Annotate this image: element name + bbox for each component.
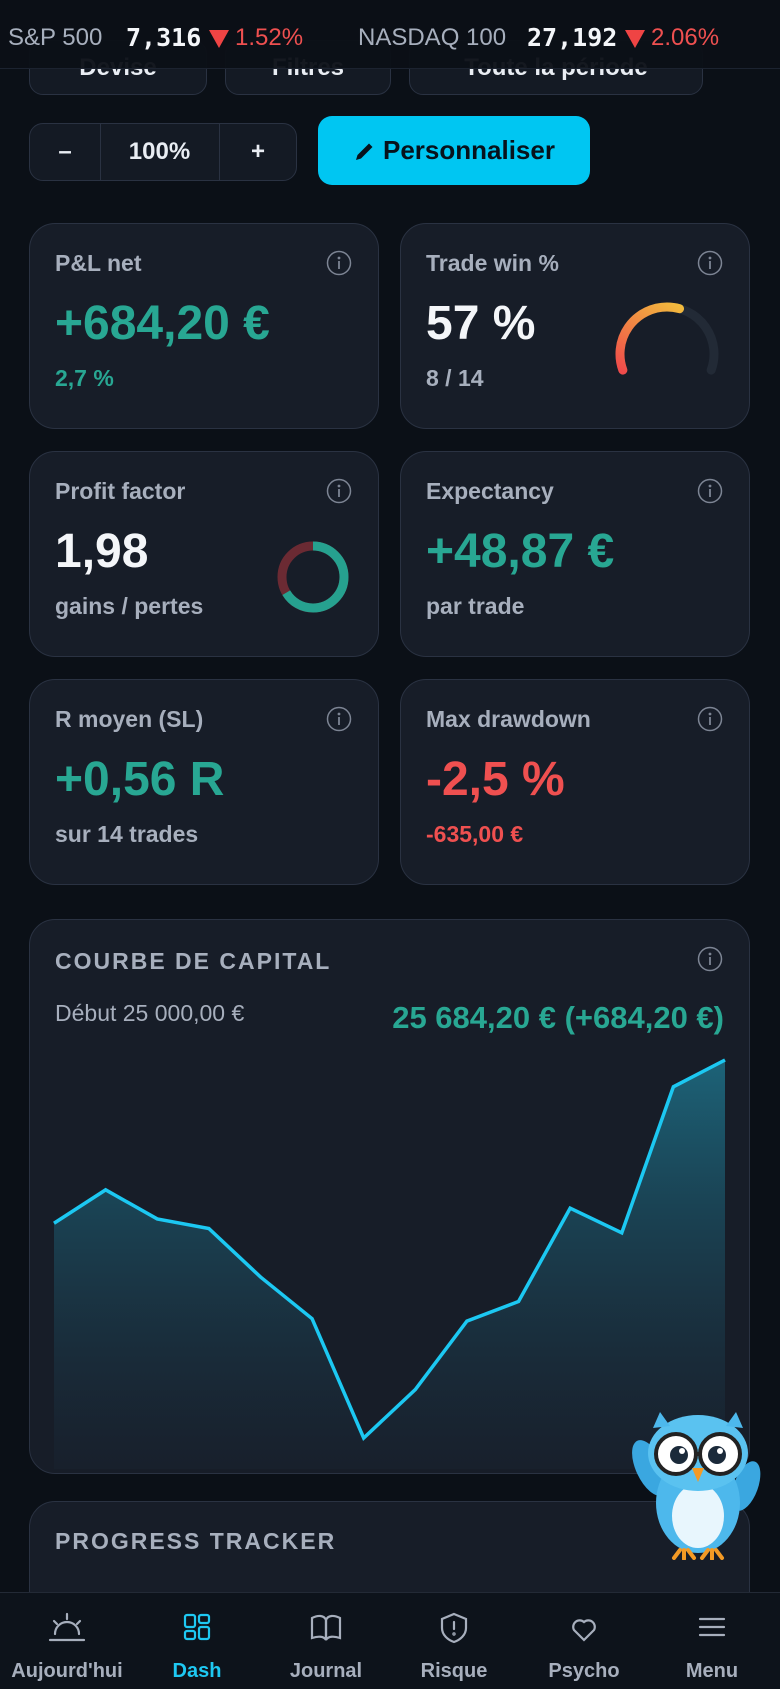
card-sub: par trade [426,593,525,619]
down-arrow [625,30,645,48]
zoom-in[interactable]: + [250,138,265,165]
zoom-control: – 100% + [29,123,297,181]
card-title: COURBE DE CAPITAL [55,948,332,974]
info-icon[interactable] [326,478,352,504]
risk-icon [440,1612,468,1644]
dash-icon [183,1613,211,1641]
divider [219,124,220,180]
nav-label: Dash [172,1660,222,1682]
card-value: 1,98 [55,525,149,578]
ticker-name: NASDAQ 100 [358,24,507,51]
owl-mascot[interactable] [628,1408,768,1560]
bottom-nav [0,1592,780,1689]
card-sub: -635,00 € [426,821,524,847]
card-value: -2,5 % [426,753,565,806]
info-icon[interactable] [697,946,723,972]
start-label: Début 25 000,00 € [55,1000,245,1026]
ticker-name: S&P 500 [8,24,103,51]
ticker-value: 27,192 [527,23,618,52]
end-label: 25 684,20 € (+684,20 €) [392,1000,724,1035]
kpi-card: Max drawdown -2,5 % -635,00 € [400,679,750,885]
card-title: Max drawdown [426,706,591,732]
ticker-change: 1.52% [235,24,304,51]
kpi-card: Trade win % 57 % 8 / 14 [400,223,750,429]
zoom-value: 100% [128,138,191,165]
ticker-change: 2.06% [651,24,720,51]
card-value: 57 % [426,297,536,350]
equity-card: COURBE DE CAPITAL Début 25 000,00 € 25 6… [29,919,750,1474]
donut-gain [277,541,349,613]
pencil-icon [356,143,373,160]
ticker-value: 7,316 [126,23,202,52]
info-icon[interactable] [697,478,723,504]
nav-label: Risque [420,1660,488,1682]
card-title: Trade win % [426,250,559,276]
ticker-bar: S&P 500 7,316 1.52% NASDAQ 100 27,192 2.… [0,0,780,69]
info-icon[interactable] [326,706,352,732]
nav-label: Menu [685,1660,739,1682]
card-title: P&L net [55,250,142,276]
card-value: +48,87 € [426,525,615,578]
card-sub: sur 14 trades [55,821,199,847]
down-arrow [209,30,229,48]
card-sub: 8 / 14 [426,365,484,391]
card-value: +684,20 € [55,297,270,350]
kpi-card: R moyen (SL) +0,56 R sur 14 trades [29,679,379,885]
kpi-card: Expectancy +48,87 € par trade [400,451,750,657]
info-icon[interactable] [697,706,723,732]
card-title: R moyen (SL) [55,706,204,732]
journal-icon [310,1614,342,1641]
info-icon[interactable] [326,250,352,276]
customize-label: Personnaliser [383,135,555,165]
gauge-fill [615,302,719,375]
card-title: Profit factor [55,478,186,504]
kpi-card: P&L net +684,20 € 2,7 % [29,223,379,429]
card-title: Expectancy [426,478,554,504]
info-icon[interactable] [697,250,723,276]
card-sub: gains / pertes [55,593,204,619]
nav-label: Journal [289,1660,363,1682]
zoom-out[interactable]: – [58,138,72,165]
kpi-card: Profit factor 1,98 gains / pertes [29,451,379,657]
win-gauge [615,302,719,375]
psycho-icon [572,1619,596,1642]
card-title: PROGRESS TRACKER [55,1528,337,1554]
nav-label: Aujourd'hui [11,1660,123,1682]
customize-button[interactable]: Personnaliser [318,116,590,185]
card-value: +0,56 R [55,753,225,806]
nav-label: Psycho [548,1660,620,1682]
divider [100,124,101,180]
menu-icon [698,1617,726,1637]
today-icon [48,1612,86,1642]
nav-icons [48,1612,726,1644]
card-sub: 2,7 % [55,365,114,391]
profit-donut [277,541,349,613]
